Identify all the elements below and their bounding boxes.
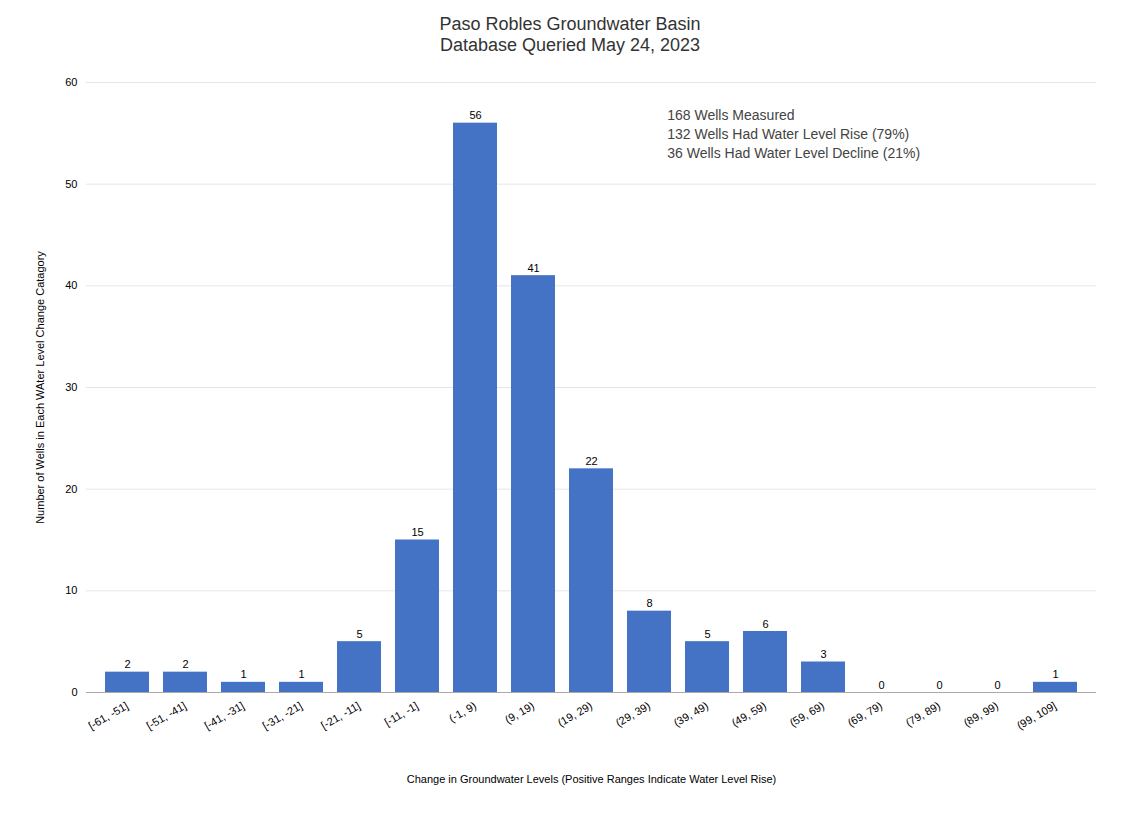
svg-text:1: 1: [240, 668, 246, 680]
svg-text:[-51, -41]: [-51, -41]: [144, 699, 188, 731]
svg-text:0: 0: [936, 679, 942, 691]
svg-text:1: 1: [298, 668, 304, 680]
svg-text:20: 20: [65, 483, 77, 495]
svg-text:56: 56: [469, 109, 481, 121]
svg-text:(79, 89): (79, 89): [903, 699, 942, 728]
svg-text:168 Wells Measured132 Wells Ha: 168 Wells Measured132 Wells Had Water Le…: [667, 107, 920, 161]
svg-text:2: 2: [182, 658, 188, 670]
svg-text:5: 5: [704, 628, 710, 640]
svg-text:50: 50: [65, 178, 77, 190]
svg-text:8: 8: [646, 597, 652, 609]
svg-text:(89, 99): (89, 99): [961, 699, 1000, 728]
svg-text:(49, 59): (49, 59): [729, 699, 768, 728]
svg-text:(39, 49): (39, 49): [671, 699, 710, 728]
svg-text:[-11, -1]: [-11, -1]: [382, 699, 420, 728]
svg-text:10: 10: [65, 584, 77, 596]
svg-text:(69, 79): (69, 79): [845, 699, 884, 728]
svg-text:(-1, 9): (-1, 9): [447, 699, 478, 724]
svg-text:5: 5: [356, 628, 362, 640]
svg-text:15: 15: [411, 526, 423, 538]
svg-text:60: 60: [65, 76, 77, 88]
svg-text:(99, 109]: (99, 109]: [1015, 699, 1059, 731]
svg-text:(59, 69): (59, 69): [787, 699, 826, 728]
svg-text:6: 6: [762, 618, 768, 630]
svg-text:0: 0: [71, 686, 77, 698]
svg-text:[-41, -31]: [-41, -31]: [202, 699, 246, 731]
svg-text:[-61, -51]: [-61, -51]: [86, 699, 130, 731]
html-text:Paso Robles Groundwater Basin: Paso Robles Groundwater Basin Database Q…: [439, 14, 701, 55]
svg-text:[-31, -21]: [-31, -21]: [260, 699, 304, 731]
svg-text:3: 3: [820, 648, 826, 660]
svg-text:0: 0: [994, 679, 1000, 691]
svg-text:Number of Wells in Each WAter: Number of Wells in Each WAter Level Chan…: [34, 251, 46, 524]
svg-text:41: 41: [527, 262, 539, 274]
svg-text:1: 1: [1052, 668, 1058, 680]
svg-text:(29, 39): (29, 39): [613, 699, 652, 728]
svg-text:[-21, -11]: [-21, -11]: [319, 699, 362, 731]
svg-text:0: 0: [878, 679, 884, 691]
svg-text:30: 30: [65, 381, 77, 393]
svg-text:(9, 19): (9, 19): [503, 699, 537, 725]
svg-text:Change in Groundwater Levels (: Change in Groundwater Levels (Positive R…: [407, 773, 777, 785]
svg-text:(19, 29): (19, 29): [555, 699, 594, 728]
svg-text:40: 40: [65, 279, 77, 291]
svg-text:2: 2: [124, 658, 130, 670]
svg-text:22: 22: [585, 455, 597, 467]
